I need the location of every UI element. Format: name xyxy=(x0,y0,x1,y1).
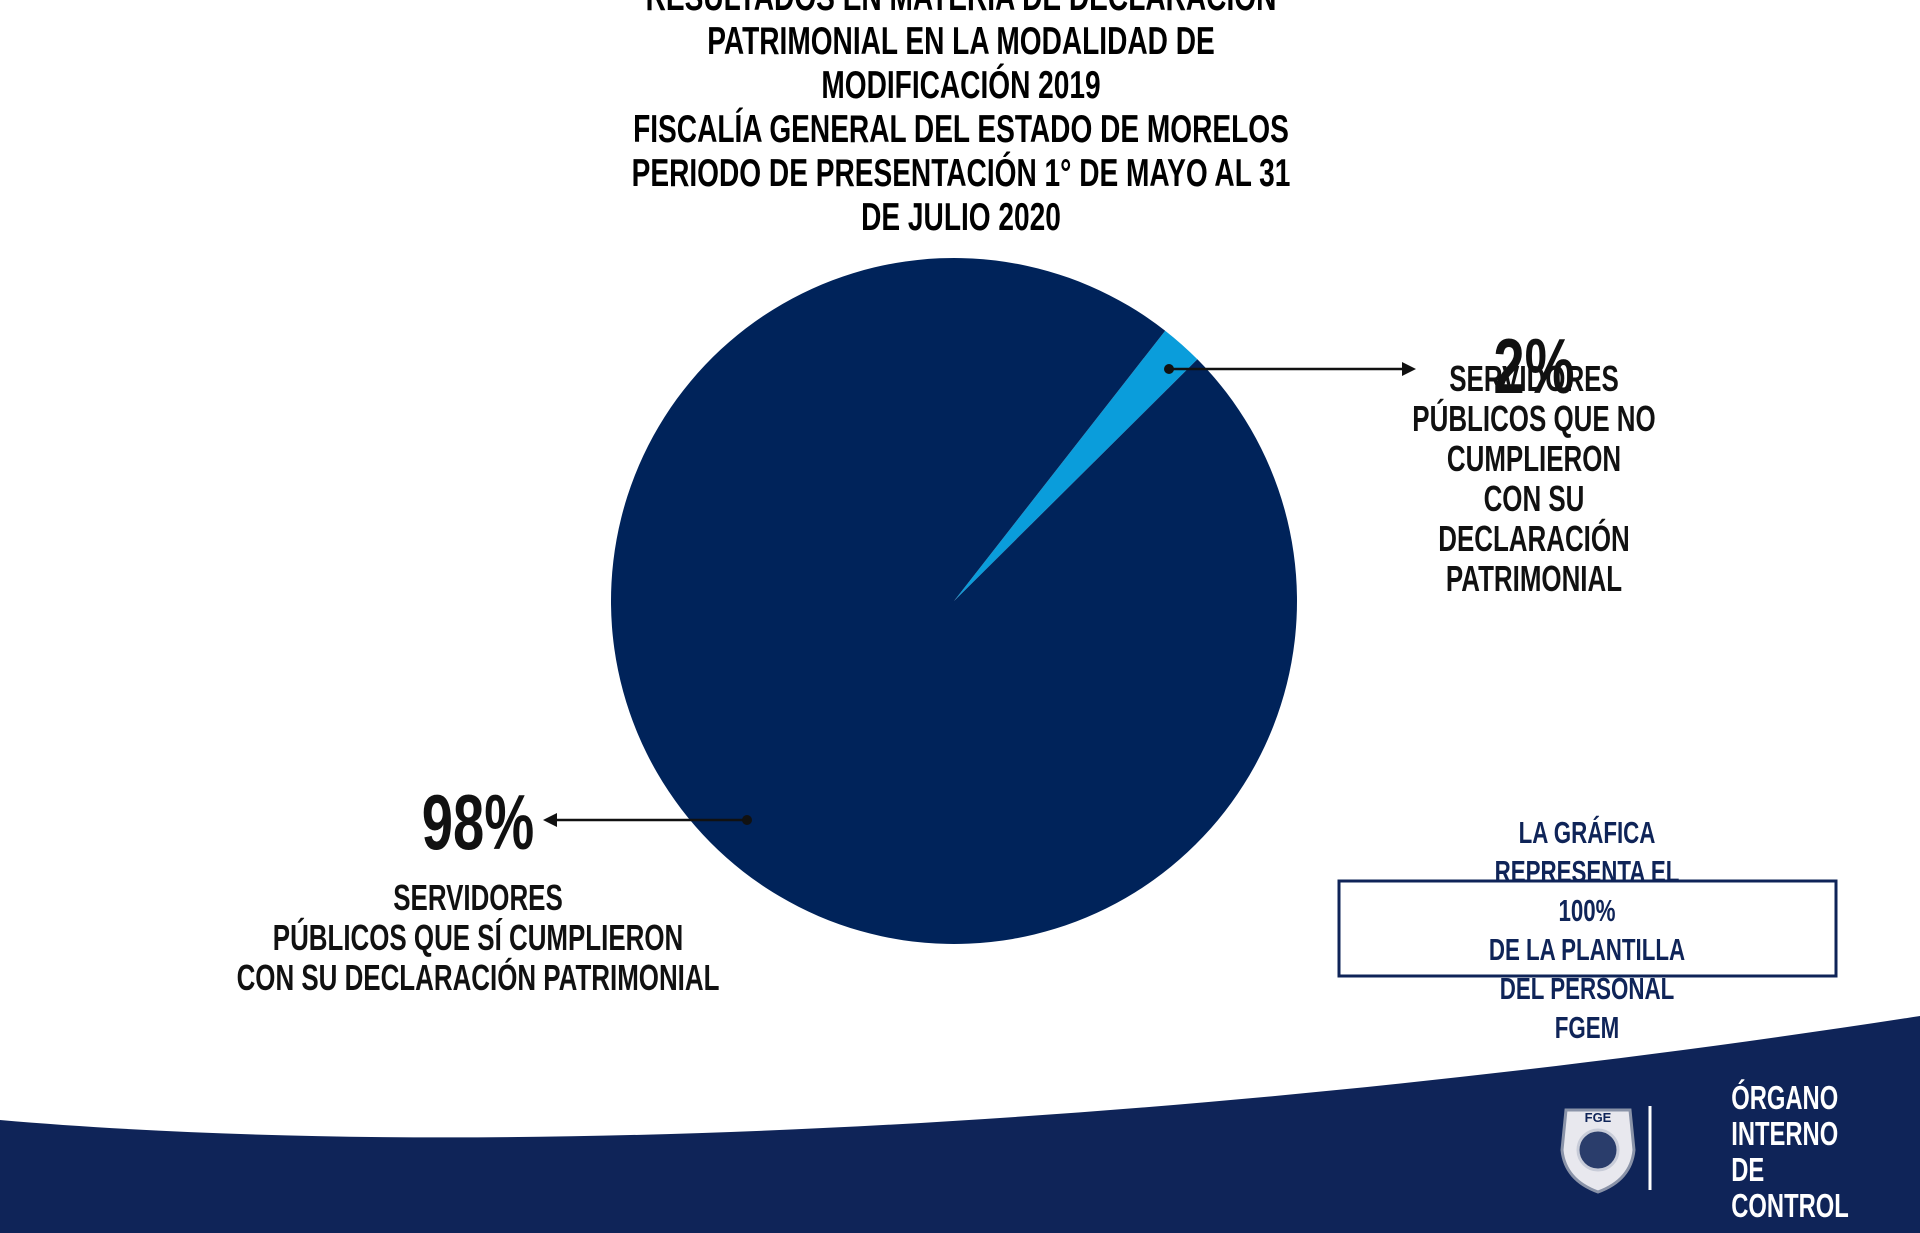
leader-dot xyxy=(1164,364,1174,374)
slice-label: SERVIDORES PÚBLICOS QUE NO CUMPLIERON CO… xyxy=(1412,358,1656,599)
leader-arrow xyxy=(543,813,557,827)
leader-arrow xyxy=(1402,362,1416,376)
value-label: 98% xyxy=(421,778,535,867)
note-box xyxy=(1337,879,1838,978)
org-name: ÓRGANO INTERNO DE CONTROL xyxy=(1731,1079,1849,1224)
badge xyxy=(1560,1108,1636,1194)
footer-wave xyxy=(0,1016,1920,1233)
pie-slice xyxy=(954,330,1198,601)
chart-title: RESULTADOS EN MATERIA DE DECLARACIÓN PAT… xyxy=(631,0,1291,239)
value-label: 2% xyxy=(1493,322,1575,411)
badge-text: FGE xyxy=(1585,1110,1612,1125)
slice-label: SERVIDORES PÚBLICOS QUE SÍ CUMPLIERON CO… xyxy=(236,877,720,998)
annotation: LA GRÁFICA REPRESENTA EL 100% DE LA PLAN… xyxy=(1488,815,1686,1045)
pie-slice xyxy=(611,258,1298,945)
leader-dot xyxy=(742,815,752,825)
